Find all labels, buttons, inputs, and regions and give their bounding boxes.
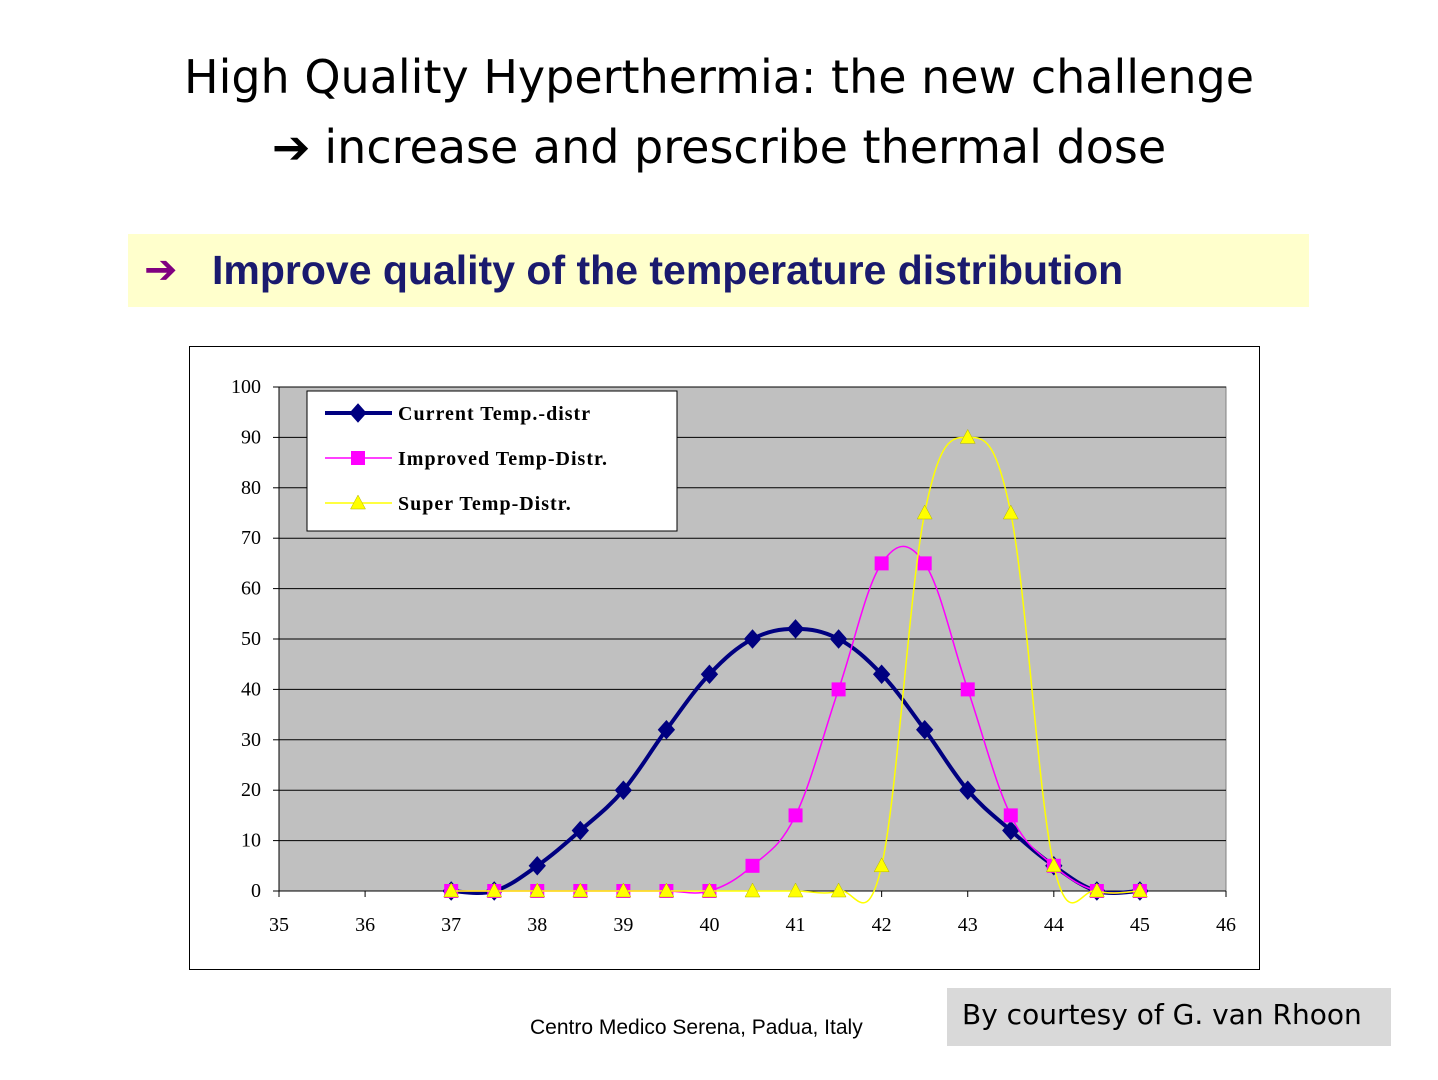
data-point-diamond <box>786 619 805 639</box>
data-point-triangle <box>615 882 632 898</box>
slide-title-line-2-text: increase and prescribe thermal dose <box>324 120 1167 174</box>
data-point-diamond <box>528 856 546 876</box>
data-point-triangle <box>787 882 804 898</box>
data-point-square <box>831 682 846 697</box>
x-tick-label: 45 <box>1130 914 1150 936</box>
x-tick-label: 46 <box>1216 914 1236 936</box>
x-tick-label: 42 <box>872 914 892 936</box>
data-point-diamond <box>700 664 719 685</box>
data-point-diamond <box>571 820 589 841</box>
y-tick-label: 90 <box>241 426 261 448</box>
x-tick-label: 38 <box>527 914 547 936</box>
data-point-diamond <box>657 719 676 740</box>
data-point-square <box>1003 808 1018 823</box>
y-tick-label: 60 <box>241 578 261 600</box>
data-point-triangle <box>1002 504 1019 520</box>
series-line <box>451 436 1140 904</box>
data-point-triangle <box>1088 882 1105 898</box>
data-point-triangle <box>572 882 589 898</box>
y-tick-label: 0 <box>251 880 261 902</box>
data-point-diamond <box>829 629 848 649</box>
data-point-triangle <box>873 857 890 873</box>
data-point-square <box>874 556 889 571</box>
data-point-triangle <box>1045 857 1062 873</box>
y-tick-label: 80 <box>241 477 261 499</box>
x-tick-label: 41 <box>786 914 806 936</box>
data-point-triangle <box>658 882 675 898</box>
courtesy-text: By courtesy of G. van Rhoon <box>962 998 1362 1031</box>
legend-item: Super Temp-Distr. <box>325 493 572 515</box>
y-tick-label: 10 <box>241 830 261 852</box>
legend: Current Temp.-distr Improved Temp-Distr. S… <box>306 390 678 532</box>
data-point-triangle <box>443 882 460 898</box>
y-tick-label: 30 <box>241 729 261 751</box>
data-point-square <box>917 556 932 571</box>
courtesy-box: By courtesy of G. van Rhoon <box>947 988 1391 1046</box>
data-point-diamond <box>1002 820 1020 841</box>
data-point-triangle <box>830 882 847 898</box>
y-tick-label: 50 <box>241 628 261 650</box>
data-point-diamond <box>614 780 633 800</box>
data-point-triangle <box>1131 882 1148 898</box>
data-point-square <box>745 858 760 873</box>
legend-label: Improved Temp-Distr. <box>398 448 608 470</box>
legend-item: Improved Temp-Distr. <box>325 448 608 470</box>
right-arrow-icon: ➔ <box>271 120 311 174</box>
data-point-triangle <box>486 882 503 898</box>
legend-label: Current Temp.-distr <box>398 403 591 425</box>
series-3 <box>443 428 1148 904</box>
data-point-triangle <box>916 504 933 520</box>
legend-label: Super Temp-Distr. <box>398 493 572 515</box>
x-tick-label: 37 <box>441 914 461 936</box>
data-point-triangle <box>350 494 366 510</box>
x-tick-label: 43 <box>958 914 978 936</box>
data-point-diamond <box>349 403 367 423</box>
data-point-square <box>960 682 975 697</box>
data-point-diamond <box>872 664 891 685</box>
highlight-banner: ➔ Improve quality of the temperature dis… <box>128 234 1309 307</box>
data-point-square <box>788 808 803 823</box>
slide-title-line-2: ➔ increase and prescribe thermal dose <box>0 112 1438 182</box>
chart-frame: 0 10 20 30 40 50 60 70 80 90 100 35 36 37 38 39 40 41 42 43… <box>189 346 1260 970</box>
x-tick-label: 40 <box>699 914 719 936</box>
slide-title-line-1: High Quality Hyperthermia: the new chall… <box>183 50 1255 104</box>
y-tick-label: 70 <box>241 527 261 549</box>
source-caption: Centro Medico Serena, Padua, Italy <box>530 1016 863 1039</box>
data-point-triangle <box>959 428 976 444</box>
banner-heading: Improve quality of the temperature distr… <box>212 247 1124 293</box>
data-point-diamond <box>916 719 934 740</box>
y-tick-label: 100 <box>231 376 261 398</box>
x-tick-label: 44 <box>1044 914 1064 936</box>
y-tick-label: 20 <box>241 779 261 801</box>
y-tick-label: 40 <box>241 678 261 700</box>
data-point-diamond <box>743 629 762 649</box>
data-point-square <box>351 451 365 465</box>
legend-item: Current Temp.-distr <box>325 403 591 425</box>
x-tick-label: 39 <box>613 914 633 936</box>
data-point-triangle <box>701 882 718 898</box>
data-point-triangle <box>529 882 546 898</box>
purple-arrow-icon: ➔ <box>144 247 178 293</box>
temperature-distribution-chart: 0 10 20 30 40 50 60 70 80 90 100 35 36 37 38 39 40 41 42 43… <box>231 376 1236 936</box>
x-tick-label: 36 <box>355 914 375 936</box>
data-point-diamond <box>959 780 977 800</box>
data-point-triangle <box>744 882 761 898</box>
x-tick-label: 35 <box>269 914 289 936</box>
